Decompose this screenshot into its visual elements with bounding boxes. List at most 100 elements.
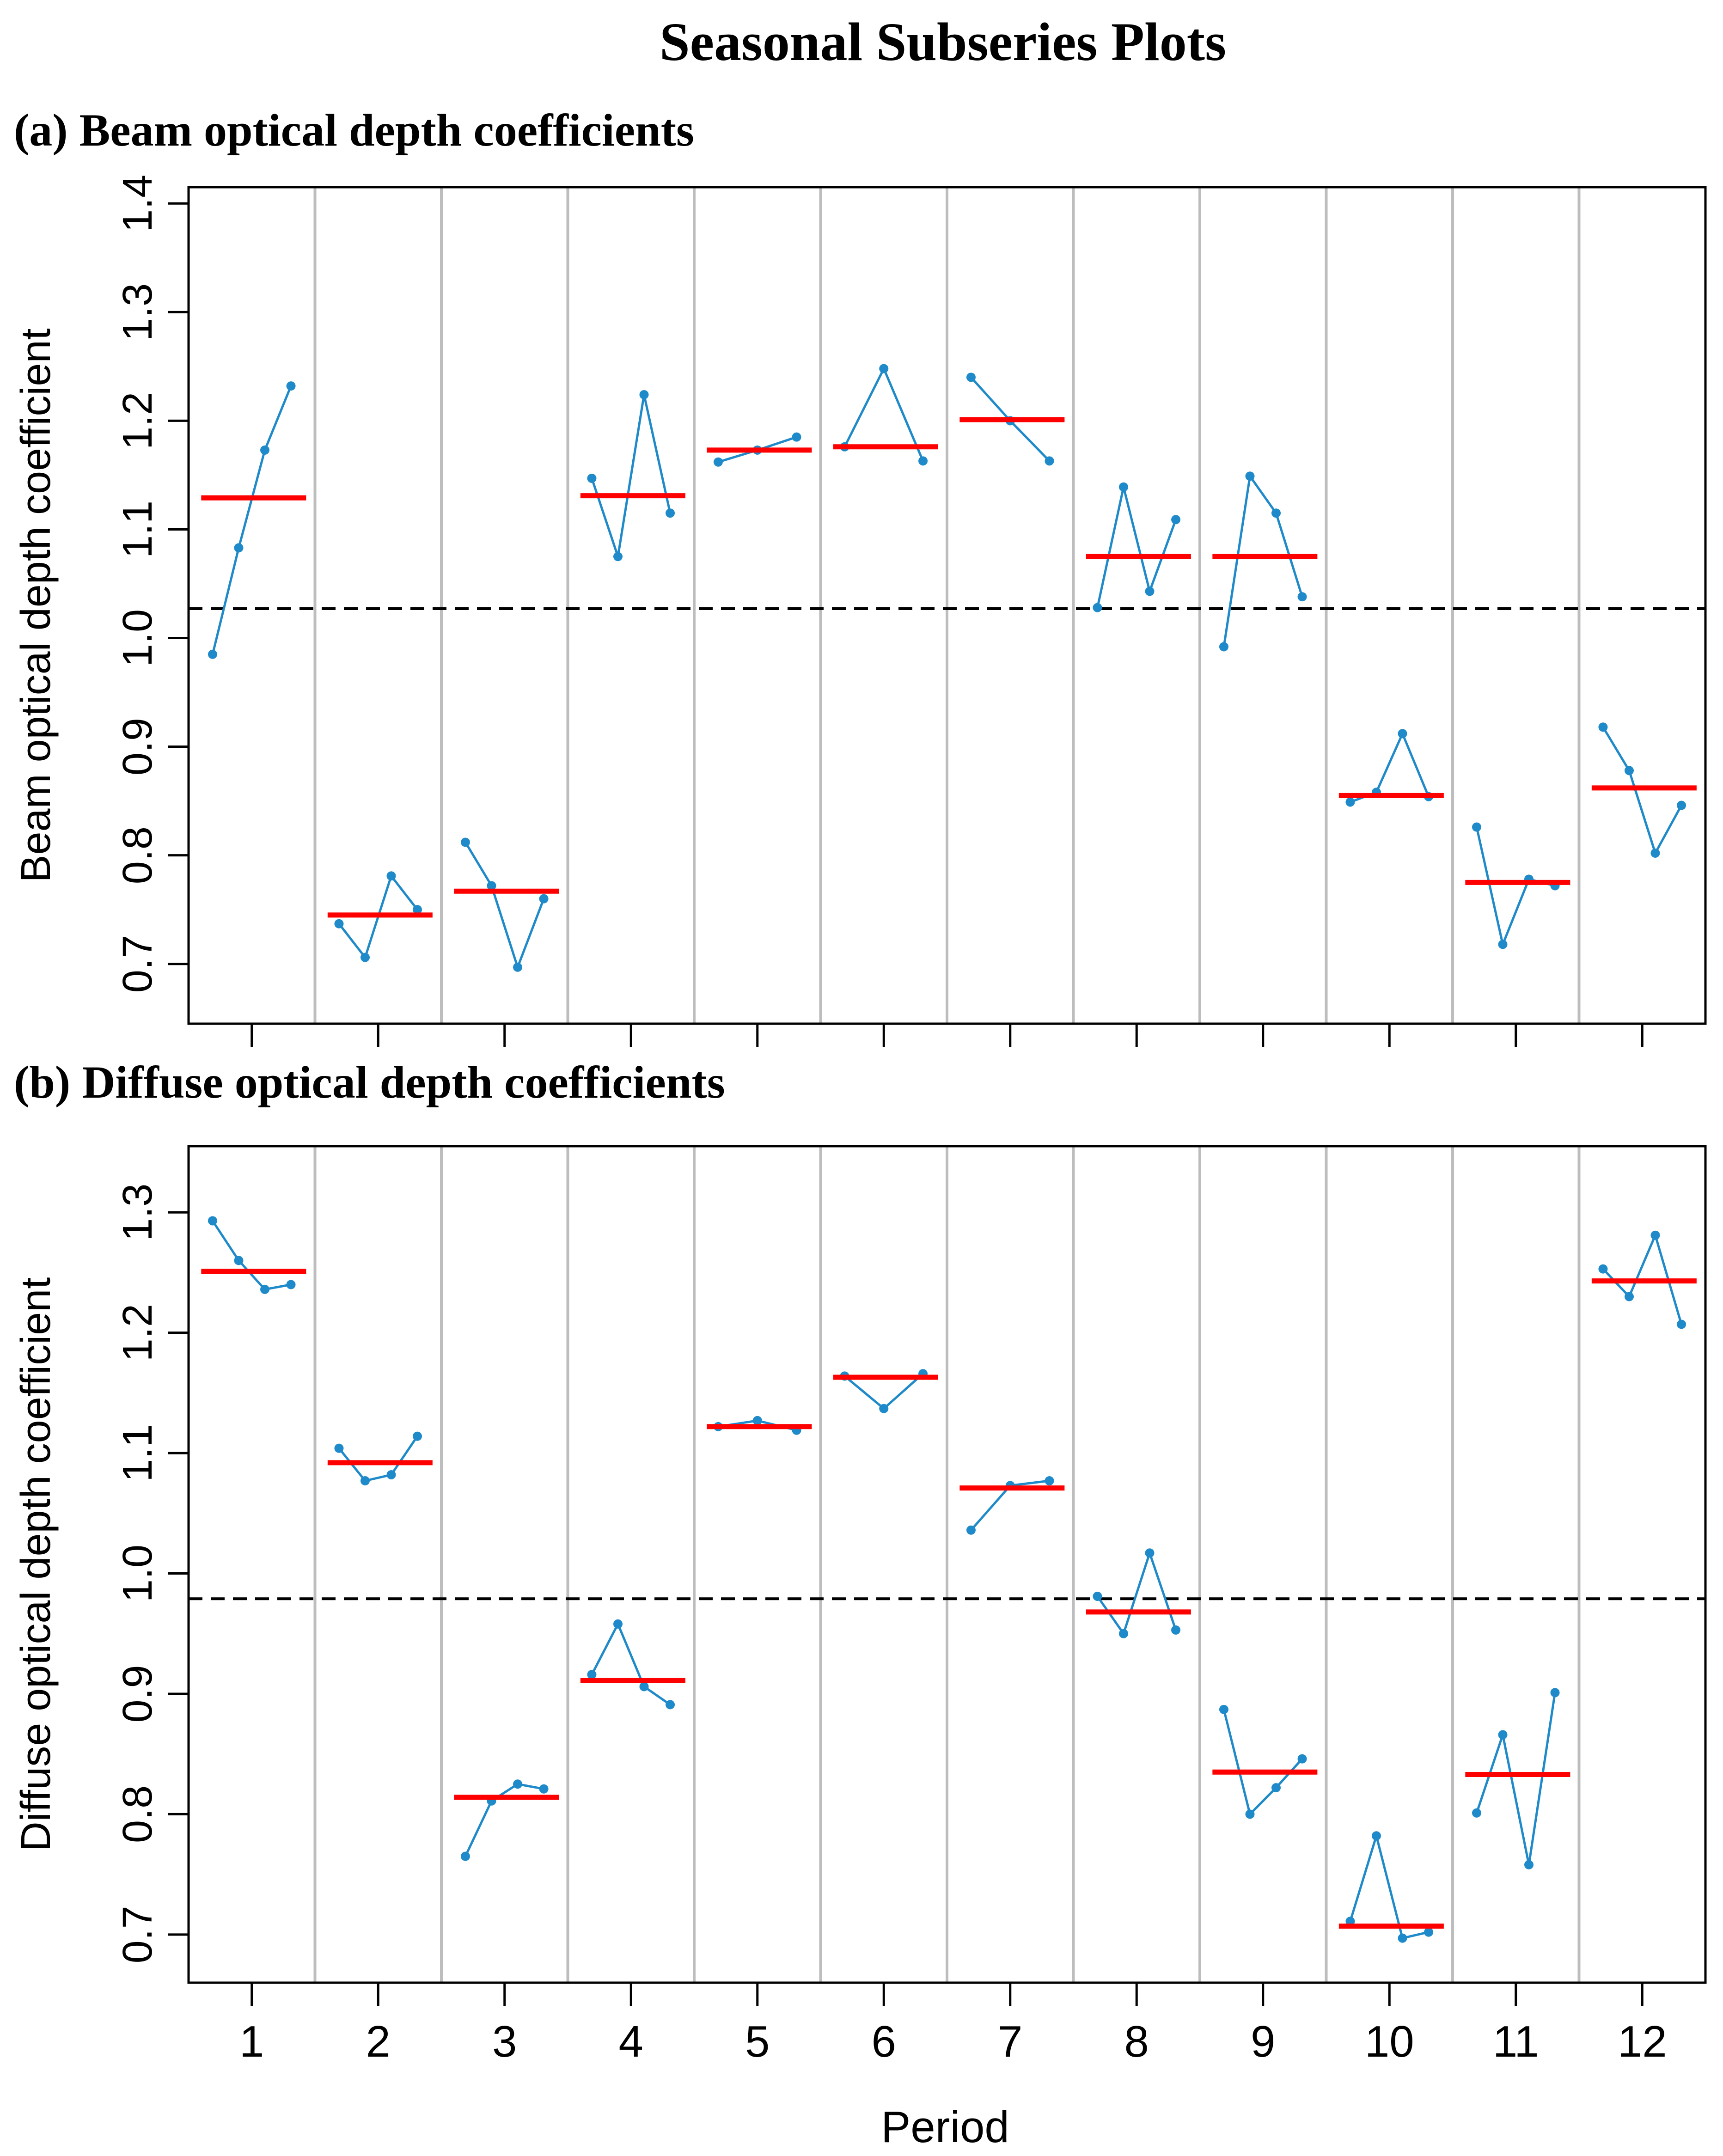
period-7-series bbox=[966, 1476, 1054, 1535]
period-8-series bbox=[1093, 482, 1181, 612]
series-line bbox=[464, 1783, 544, 1857]
data-point bbox=[1118, 482, 1128, 492]
period-1-series bbox=[208, 1216, 296, 1294]
data-point bbox=[639, 1682, 649, 1692]
data-point bbox=[1219, 642, 1228, 652]
data-point bbox=[1045, 456, 1054, 466]
period-10-series bbox=[1345, 1831, 1434, 1943]
data-point bbox=[413, 1431, 422, 1441]
data-point bbox=[613, 1619, 623, 1629]
series-line bbox=[1222, 473, 1303, 647]
y-tick-label: 0.9 bbox=[115, 1665, 161, 1722]
data-point bbox=[334, 1443, 344, 1453]
data-point bbox=[539, 894, 549, 904]
data-point bbox=[1550, 1688, 1560, 1698]
data-point bbox=[918, 456, 928, 466]
panel-title: (a) Beam optical depth coefficients bbox=[14, 104, 694, 156]
data-point bbox=[1245, 471, 1255, 481]
series-line bbox=[1602, 727, 1683, 856]
data-point bbox=[386, 871, 396, 881]
data-point bbox=[1598, 1264, 1608, 1274]
data-point bbox=[587, 473, 597, 483]
series-line bbox=[211, 1220, 291, 1291]
period-4-series bbox=[587, 390, 675, 562]
x-tick-label: 5 bbox=[745, 2017, 770, 2066]
period-12-series bbox=[1598, 722, 1686, 858]
data-point bbox=[286, 1280, 296, 1289]
series-line bbox=[591, 1621, 671, 1706]
data-point bbox=[413, 905, 422, 915]
period-1-series bbox=[208, 381, 296, 659]
data-point bbox=[879, 364, 889, 373]
series-line bbox=[1096, 1549, 1177, 1637]
data-point bbox=[260, 445, 270, 455]
x-tick-label: 12 bbox=[1618, 2017, 1667, 2066]
data-point bbox=[513, 1779, 523, 1789]
data-point bbox=[360, 1476, 370, 1485]
x-tick-label: 10 bbox=[1365, 2017, 1414, 2066]
data-point bbox=[613, 552, 623, 562]
series-line bbox=[1349, 1832, 1429, 1940]
data-point bbox=[1297, 1754, 1307, 1764]
series-line bbox=[1096, 487, 1177, 608]
x-tick-label: 3 bbox=[492, 2017, 517, 2066]
data-point bbox=[208, 1216, 217, 1226]
y-tick-label: 1.2 bbox=[115, 392, 161, 450]
y-axis-label: Beam optical depth coefficient bbox=[13, 328, 59, 882]
period-3-series bbox=[460, 837, 549, 972]
series-line bbox=[591, 394, 672, 557]
period-8-series bbox=[1093, 1548, 1181, 1638]
y-tick-label: 0.7 bbox=[115, 935, 161, 993]
y-axis-label: Diffuse optical depth coefficient bbox=[13, 1277, 59, 1851]
data-point bbox=[1624, 766, 1634, 776]
data-point bbox=[1245, 1809, 1255, 1819]
data-point bbox=[1271, 508, 1281, 518]
data-point bbox=[1524, 1860, 1534, 1869]
period-3-series bbox=[460, 1779, 549, 1861]
x-axis-label: Period bbox=[881, 2102, 1009, 2152]
x-tick-label: 4 bbox=[619, 2017, 643, 2066]
plot-frame bbox=[187, 186, 1707, 1025]
y-tick-label: 1.4 bbox=[115, 175, 161, 232]
data-point bbox=[1271, 1783, 1281, 1793]
data-point bbox=[966, 1525, 976, 1535]
period-4-series bbox=[587, 1619, 675, 1710]
data-point bbox=[1118, 1629, 1128, 1638]
period-11-series bbox=[1472, 1688, 1560, 1869]
data-point bbox=[1650, 1230, 1660, 1240]
data-point bbox=[1171, 515, 1181, 525]
plot-frame bbox=[187, 1145, 1707, 1984]
x-tick-label: 7 bbox=[998, 2017, 1022, 2066]
y-tick-label: 0.8 bbox=[115, 1785, 161, 1843]
data-point bbox=[1145, 586, 1155, 596]
x-tick-label: 9 bbox=[1251, 2017, 1275, 2066]
data-point bbox=[260, 1284, 270, 1294]
series-line bbox=[1350, 731, 1430, 803]
data-point bbox=[487, 881, 496, 891]
x-tick-label: 6 bbox=[872, 2017, 896, 2066]
period-11-series bbox=[1472, 822, 1560, 949]
data-point bbox=[539, 1784, 549, 1794]
data-point bbox=[1498, 940, 1508, 949]
data-point bbox=[1650, 848, 1660, 858]
panel-title: (b) Diffuse optical depth coefficients bbox=[14, 1057, 725, 1108]
data-point bbox=[1398, 729, 1407, 739]
data-point bbox=[234, 1256, 244, 1265]
x-tick-label: 2 bbox=[366, 2017, 391, 2066]
data-point bbox=[286, 381, 296, 391]
data-point bbox=[1677, 1319, 1686, 1329]
data-point bbox=[639, 390, 649, 399]
period-9-series bbox=[1219, 471, 1307, 652]
period-9-series bbox=[1219, 1704, 1307, 1819]
data-point bbox=[460, 837, 470, 847]
x-tick-label: 1 bbox=[239, 2017, 264, 2066]
y-tick-label: 0.8 bbox=[115, 826, 161, 884]
data-point bbox=[666, 1700, 675, 1710]
data-point bbox=[1297, 592, 1307, 602]
series-line bbox=[338, 1435, 419, 1482]
y-tick-label: 1.0 bbox=[115, 1545, 161, 1602]
y-tick-label: 1.3 bbox=[115, 1184, 161, 1241]
y-tick-label: 1.2 bbox=[115, 1304, 161, 1362]
series-line bbox=[464, 842, 545, 971]
